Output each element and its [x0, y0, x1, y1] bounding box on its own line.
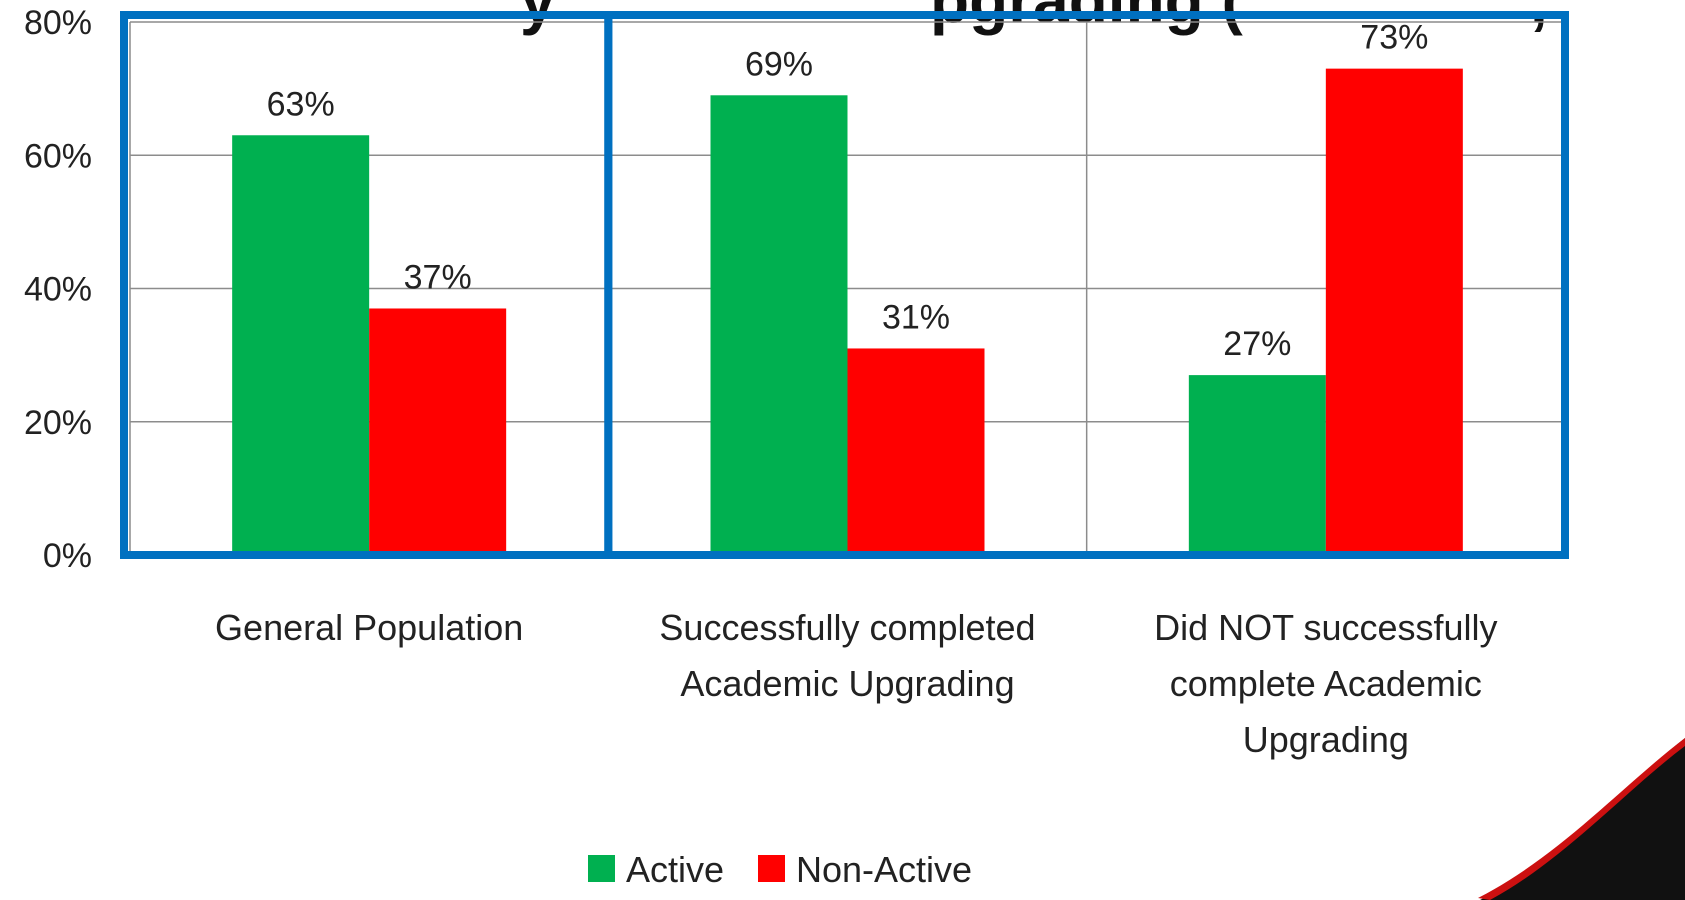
legend-label: Active: [626, 849, 724, 890]
y-axis: 0% 20% 40% 60% 80%: [24, 4, 92, 575]
highlight-box-right: [604, 11, 1569, 559]
y-tick-label: 0%: [43, 537, 92, 575]
category-label: General Population: [215, 607, 523, 648]
legend-swatch: [588, 855, 615, 882]
bar-active: [1188, 375, 1326, 555]
data-label: 27%: [1223, 325, 1291, 363]
y-tick-label: 60%: [24, 137, 92, 175]
y-tick-label: 20%: [24, 404, 92, 442]
category-label: Upgrading: [1243, 719, 1409, 760]
legend-swatch: [758, 855, 785, 882]
y-tick-label: 40%: [24, 271, 92, 309]
category-label: complete Academic: [1170, 663, 1482, 704]
legend-label: Non-Active: [796, 849, 972, 890]
y-tick-label: 80%: [24, 4, 92, 42]
legend: Active Non-Active: [588, 849, 972, 890]
data-label: 63%: [267, 85, 335, 123]
category-label: Academic Upgrading: [680, 663, 1014, 704]
bar-non-active: [369, 308, 507, 555]
category-label: Successfully completed: [659, 607, 1035, 648]
bars: [232, 68, 1463, 555]
bar-non-active: [1325, 68, 1463, 555]
bar-active: [232, 135, 370, 555]
data-label: 31%: [882, 298, 950, 336]
category-label: Did NOT successfully: [1154, 607, 1497, 648]
decorative-swoosh: [1478, 738, 1685, 900]
bar-non-active: [847, 348, 985, 555]
category-labels: General Population Successfully completed…: [215, 607, 1497, 760]
data-label: 37%: [404, 258, 472, 296]
data-labels: 63% 37% 69% 31% 27% 73%: [267, 19, 1429, 363]
bar-active: [710, 95, 848, 555]
data-label: 69%: [745, 45, 813, 83]
highlight-boxes: [120, 11, 1569, 559]
data-label: 73%: [1360, 19, 1428, 57]
